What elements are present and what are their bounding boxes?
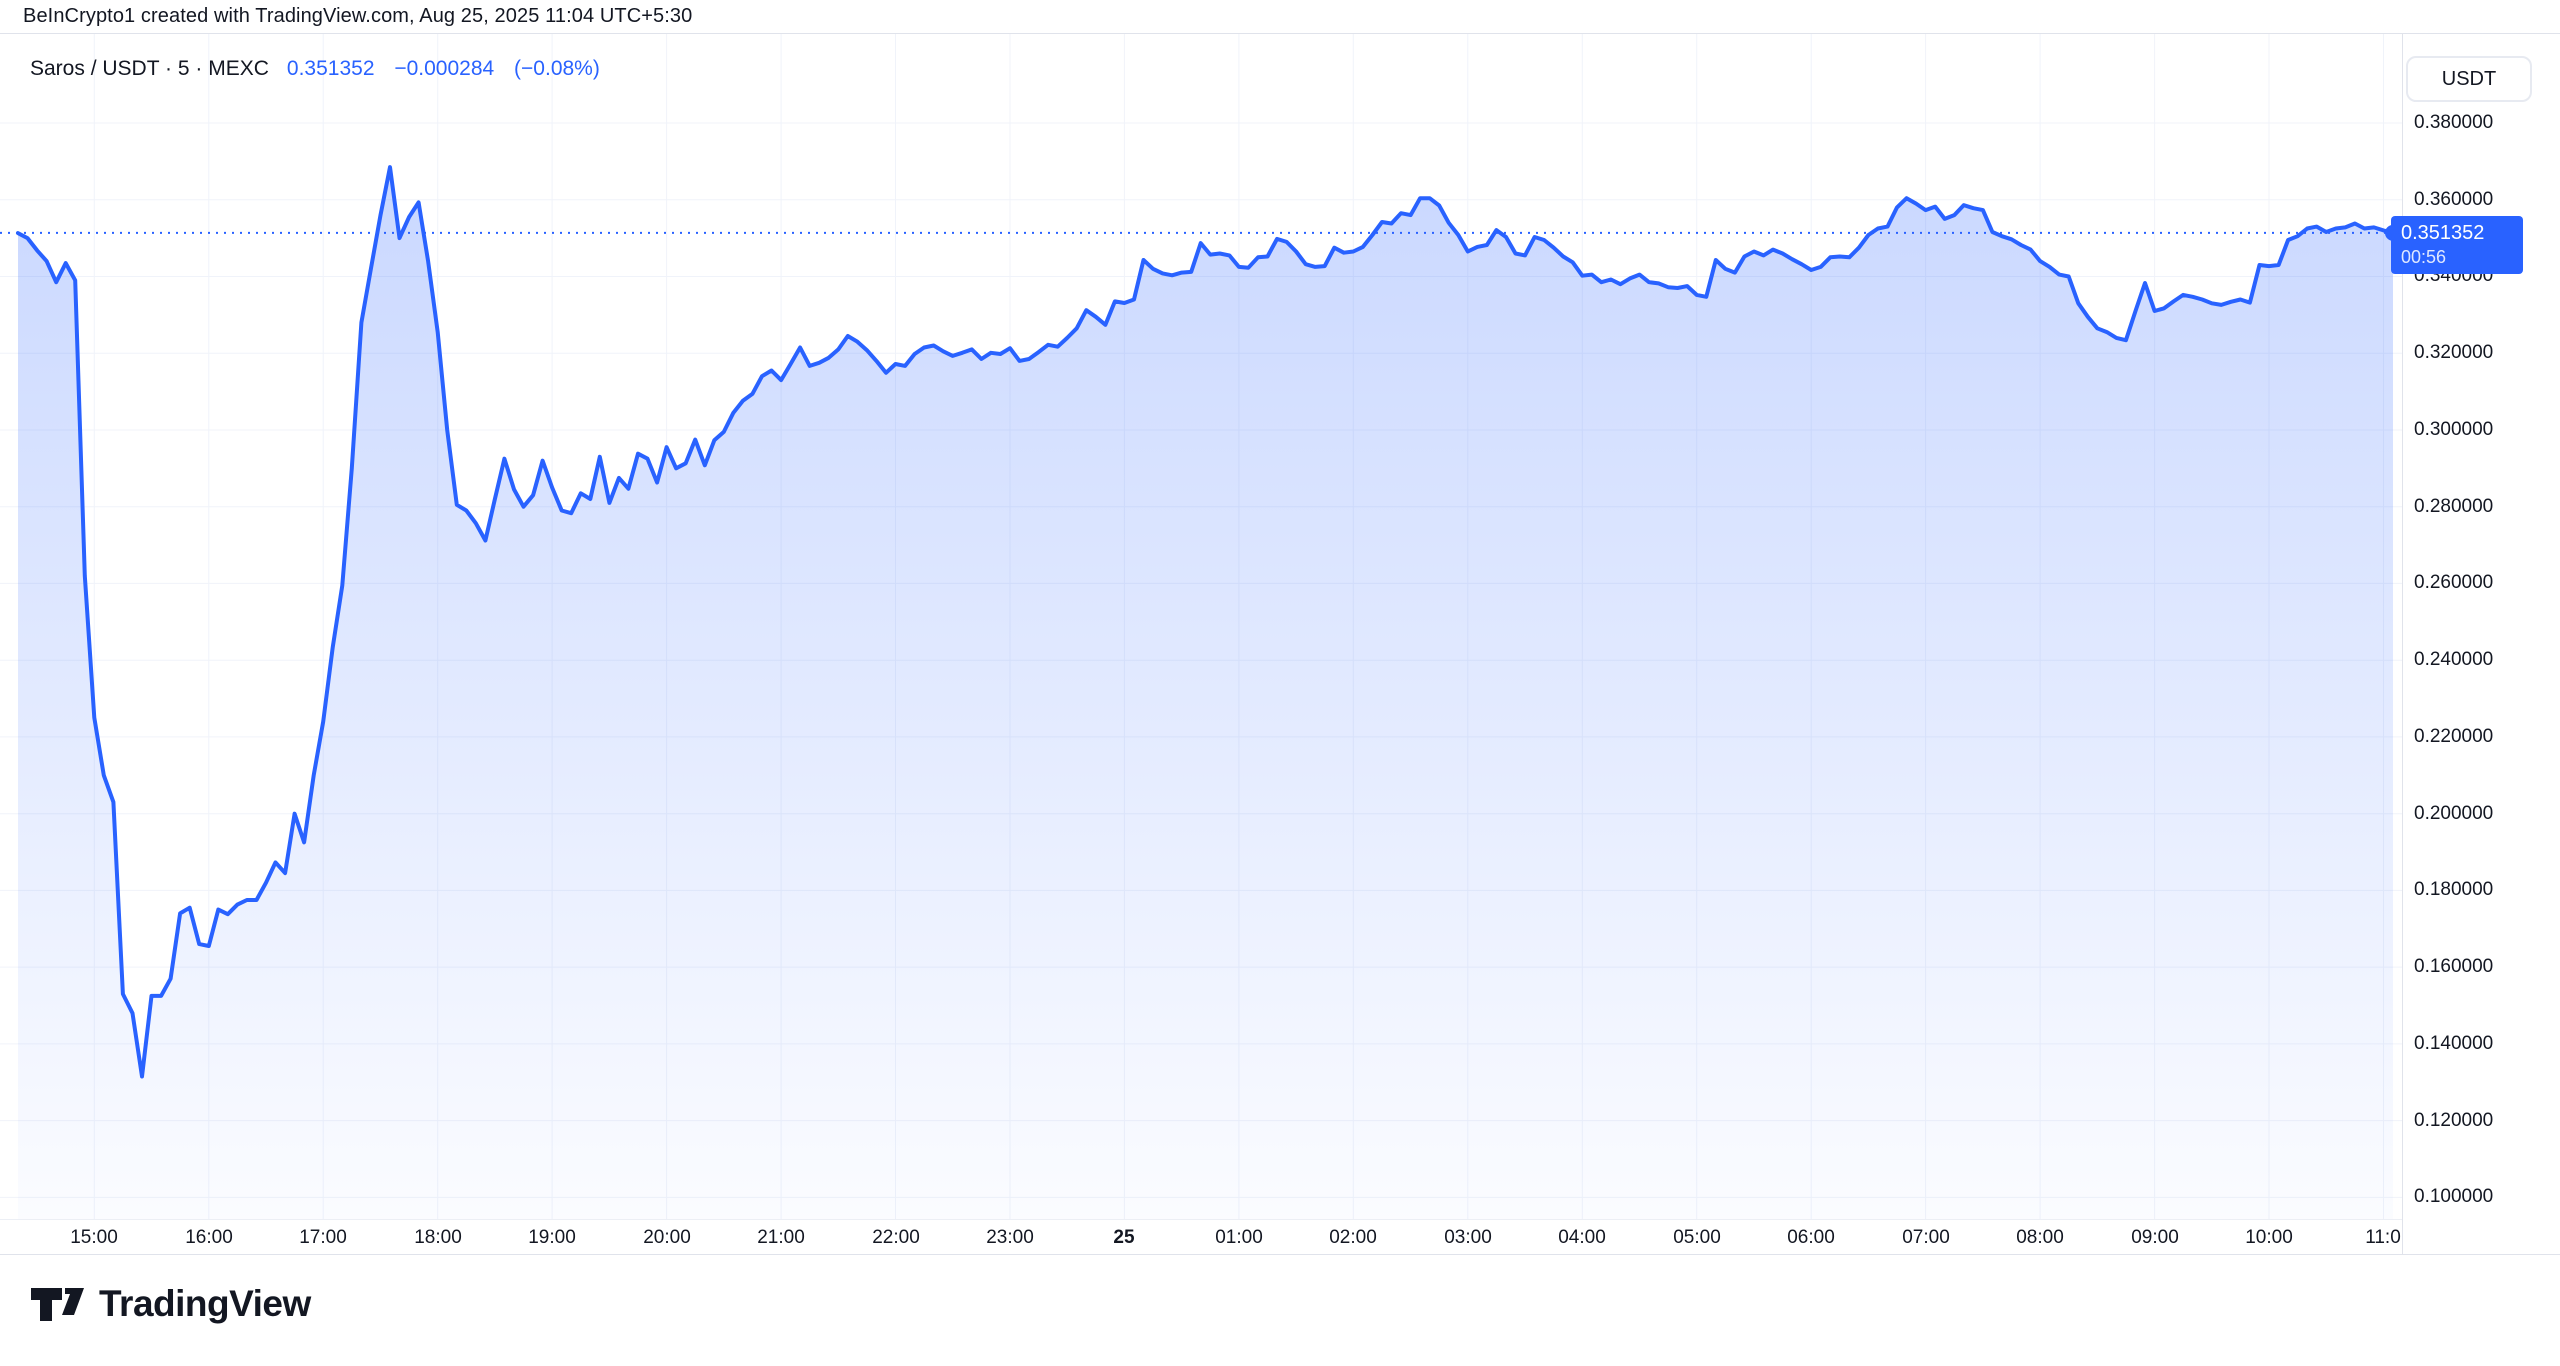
price-tick-label: 0.260000: [2414, 572, 2494, 593]
price-chart-svg: [0, 34, 2402, 1219]
time-tick-label: 08:00: [2016, 1227, 2064, 1248]
interval-label: 5: [177, 57, 190, 80]
attribution-text: BeInCrypto1 created with TradingView.com…: [23, 5, 693, 27]
time-tick-label: 21:00: [757, 1227, 805, 1248]
header-attribution: BeInCrypto1 created with TradingView.com…: [23, 0, 692, 33]
time-tick-label: 10:00: [2245, 1227, 2293, 1248]
price-tick-label: 0.300000: [2414, 419, 2494, 440]
time-axis[interactable]: 15:00 16:00 17:00 18:00 19:00 20:00 21:00 22:00…: [0, 1219, 2402, 1255]
price-tick-label: 0.320000: [2414, 342, 2494, 363]
badge-countdown: 00:56: [2401, 247, 2447, 267]
tradingview-logo-mark: [31, 1288, 84, 1321]
time-tick-label: 16:00: [185, 1227, 233, 1248]
badge-price: 0.351352: [2401, 222, 2485, 244]
chart-plot-area[interactable]: [0, 34, 2402, 1219]
time-tick-label: 06:00: [1787, 1227, 1835, 1248]
legend-last-price: 0.351352: [286, 57, 375, 80]
price-tick-label: 0.140000: [2414, 1033, 2494, 1054]
time-tick-label: 09:00: [2131, 1227, 2179, 1248]
time-tick-label: 01:00: [1215, 1227, 1263, 1248]
time-tick-label: 23:00: [986, 1227, 1034, 1248]
price-tick-label: 0.280000: [2414, 496, 2494, 517]
price-tick-label: 0.360000: [2414, 189, 2494, 210]
time-tick-label: 19:00: [528, 1227, 576, 1248]
time-tick-label: 18:00: [414, 1227, 462, 1248]
tradingview-logo-text: TradingView: [99, 1283, 311, 1324]
time-tick-label: 11:0: [2365, 1227, 2401, 1248]
legend-values: 0.351352 −0.000284 (−0.08%): [287, 57, 614, 81]
currency-toggle-button[interactable]: USDT: [2406, 56, 2532, 102]
series-line: [16, 165, 2395, 1079]
time-tick-label: 05:00: [1673, 1227, 1721, 1248]
price-tick-label: 0.180000: [2414, 879, 2494, 900]
price-tick-label: 0.240000: [2414, 649, 2494, 670]
widget-bottom-divider: [0, 1254, 2560, 1255]
current-price-badge[interactable]: 0.351352 00:56: [2391, 216, 2523, 274]
time-tick-label: 03:00: [1444, 1227, 1492, 1248]
price-tick-label: 0.100000: [2414, 1186, 2494, 1207]
price-tick-label: 0.200000: [2414, 803, 2494, 824]
exchange-label: MEXC: [208, 57, 269, 80]
price-tick-label: 0.120000: [2414, 1110, 2494, 1131]
time-tick-label: 15:00: [70, 1227, 118, 1248]
time-tick-label: 07:00: [1902, 1227, 1950, 1248]
legend-change-pct: (−0.08%): [514, 57, 600, 80]
time-tick-label: 20:00: [643, 1227, 691, 1248]
time-tick-label: 02:00: [1329, 1227, 1377, 1248]
symbol-title[interactable]: Saros / USDT · 5 · MEXC: [30, 57, 269, 80]
price-tick-label: 0.160000: [2414, 956, 2494, 977]
series-area: [18, 167, 2393, 1219]
price-tick-label: 0.380000: [2414, 112, 2494, 133]
legend-change-abs: −0.000284: [394, 57, 495, 80]
time-tick-label: 22:00: [872, 1227, 920, 1248]
time-tick-label: 04:00: [1558, 1227, 1606, 1248]
header-divider: [0, 33, 2560, 34]
price-tick-label: 0.220000: [2414, 726, 2494, 747]
chart-legend: Saros / USDT · 5 · MEXC 0.351352 −0.0002…: [30, 57, 614, 81]
tradingview-logo[interactable]: TradingView: [30, 1282, 311, 1326]
time-tick-label: 25: [1113, 1227, 1135, 1248]
time-tick-label: 17:00: [299, 1227, 347, 1248]
